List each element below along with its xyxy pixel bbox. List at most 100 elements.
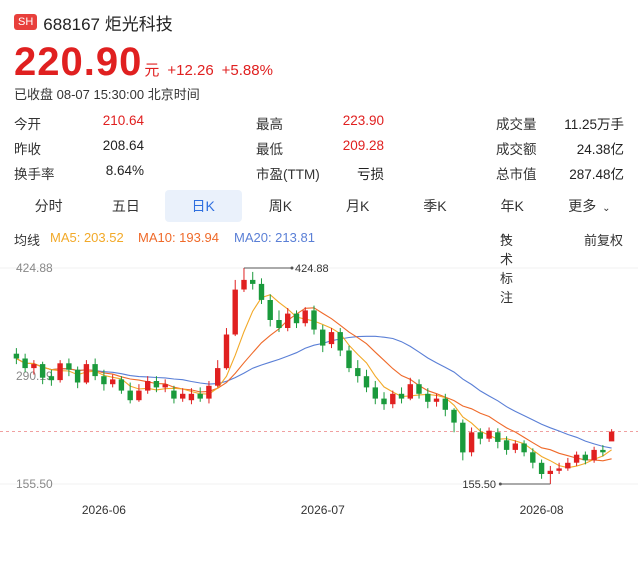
stat-value: 210.64 — [102, 113, 144, 128]
y-tick-label: 290.19 — [16, 369, 53, 383]
stat-value: 208.64 — [102, 138, 144, 153]
candle-body — [276, 320, 282, 328]
candle-body — [407, 384, 413, 399]
tab-monthly-k[interactable]: 月K — [345, 198, 370, 214]
market-status: 已收盘 08-07 15:30:00 北京时间 — [14, 87, 200, 102]
ma-label: 均线 — [14, 233, 41, 248]
candle-body — [232, 289, 238, 335]
stock-header: SH 688167 炬光科技 — [14, 10, 173, 34]
candle-body — [495, 432, 501, 442]
candle-body — [346, 350, 352, 369]
candle-body — [573, 454, 580, 463]
candle-body — [355, 368, 361, 377]
indicator-row: 均线 MA5: 203.52 MA10: 193.94 MA20: 213.81… — [14, 230, 624, 305]
ma5-value: MA5: 203.52 — [50, 230, 124, 245]
candle-body — [110, 379, 116, 385]
tab-weekly-k[interactable]: 周K — [268, 198, 293, 214]
candle-body — [13, 353, 20, 359]
stat-value: 8.64% — [105, 163, 144, 178]
tab-five-day[interactable]: 五日 — [111, 198, 140, 214]
candle-body — [425, 393, 431, 402]
max-marker-dot — [290, 266, 294, 270]
tab-quarterly-k[interactable]: 季K — [423, 198, 447, 214]
candle-body — [258, 283, 265, 300]
candle-body — [486, 430, 492, 439]
stat-label: 昨收 — [14, 142, 41, 157]
stats-row: 今开 210.64 最高 223.90 成交量 11.25万手 — [14, 110, 624, 135]
candle-body — [250, 279, 256, 284]
candle-body — [468, 432, 475, 453]
candle-body — [530, 452, 536, 463]
candle-body — [215, 368, 221, 386]
candle-body — [460, 422, 466, 453]
tab-yearly-k[interactable]: 年K — [500, 198, 524, 214]
period-tabs: 分时 五日 日K 周K 月K 季K 年K 更多 ⌄ — [10, 190, 628, 222]
stat-value: 11.25万手 — [564, 117, 624, 132]
candle-body — [608, 431, 615, 442]
candle-body — [66, 363, 72, 370]
tab-daily-k[interactable]: 日K — [164, 190, 242, 222]
candle-body — [381, 398, 387, 405]
stat-label: 总市值 — [496, 167, 537, 182]
candle-body — [582, 454, 588, 461]
min-marker-dot — [498, 482, 502, 486]
tab-more-label: 更多 — [568, 198, 597, 214]
candle-body — [31, 364, 37, 369]
candle-body — [145, 381, 151, 391]
candle-body — [241, 279, 247, 290]
stats-row: 昨收 208.64 最低 209.28 成交额 24.38亿 — [14, 135, 624, 160]
price-unit: 元 — [144, 62, 160, 79]
candle-body — [188, 393, 195, 401]
candle-body — [538, 462, 545, 474]
candle-body — [433, 398, 440, 402]
candle-body — [600, 449, 606, 453]
current-price: 220.90 — [14, 40, 143, 84]
candle-body — [206, 385, 212, 399]
ma10-value: MA10: 193.94 — [138, 230, 219, 245]
candle-body — [57, 363, 63, 381]
candle-body — [591, 449, 597, 461]
candle-body — [398, 393, 405, 399]
candle-body — [565, 462, 571, 469]
stat-value: 223.90 — [342, 113, 384, 128]
stats-row: 换手率 8.64% 市盈(TTM) 亏损 总市值 287.48亿 — [14, 160, 624, 185]
tech-annotation-label: 技术标注 — [500, 233, 514, 305]
x-tick-label: 2026-07 — [301, 503, 345, 517]
stat-label: 市盈(TTM) — [256, 167, 320, 182]
tab-intraday[interactable]: 分时 — [34, 198, 63, 214]
candle-body — [83, 364, 90, 383]
quote-stats: 今开 210.64 最高 223.90 成交量 11.25万手 昨收 208.6… — [14, 110, 624, 185]
candle-body — [302, 310, 308, 324]
candle-body — [311, 310, 317, 330]
stat-value: 亏损 — [357, 167, 384, 182]
min-price-label: 155.50 — [462, 479, 496, 491]
candle-body — [521, 443, 527, 453]
candle-body — [118, 379, 125, 391]
stock-title: 688167 炬光科技 — [43, 14, 173, 34]
candle-body — [162, 384, 168, 388]
kline-chart[interactable]: 424.88 290.19 155.50 424.88 155.50 2026-06 202… — [0, 252, 638, 524]
candle-body — [171, 390, 177, 399]
candle-body — [416, 384, 422, 394]
stat-label: 成交额 — [496, 142, 537, 157]
candle-body — [442, 398, 448, 410]
candle-body — [337, 332, 343, 351]
candle-body — [197, 393, 203, 399]
candle-body — [48, 376, 55, 381]
candle-body — [503, 440, 510, 450]
candle-body — [512, 443, 518, 450]
stat-label: 成交量 — [496, 117, 537, 132]
candle-body — [101, 376, 107, 385]
max-price-label: 424.88 — [295, 263, 329, 275]
candle-body — [320, 329, 326, 346]
tab-more[interactable]: 更多 ⌄ — [551, 190, 628, 222]
price-row: 220.90 元 +12.26 +5.88% — [14, 40, 273, 85]
adjust-mode-button[interactable]: 前复权 — [584, 233, 624, 248]
candle-body — [39, 364, 46, 378]
price-change: +12.26 — [167, 62, 214, 79]
candle-body — [223, 334, 230, 369]
stat-value: 24.38亿 — [576, 142, 624, 157]
candle-body — [451, 409, 457, 423]
chevron-down-icon: ⌄ — [602, 203, 611, 214]
candle-body — [293, 313, 300, 324]
